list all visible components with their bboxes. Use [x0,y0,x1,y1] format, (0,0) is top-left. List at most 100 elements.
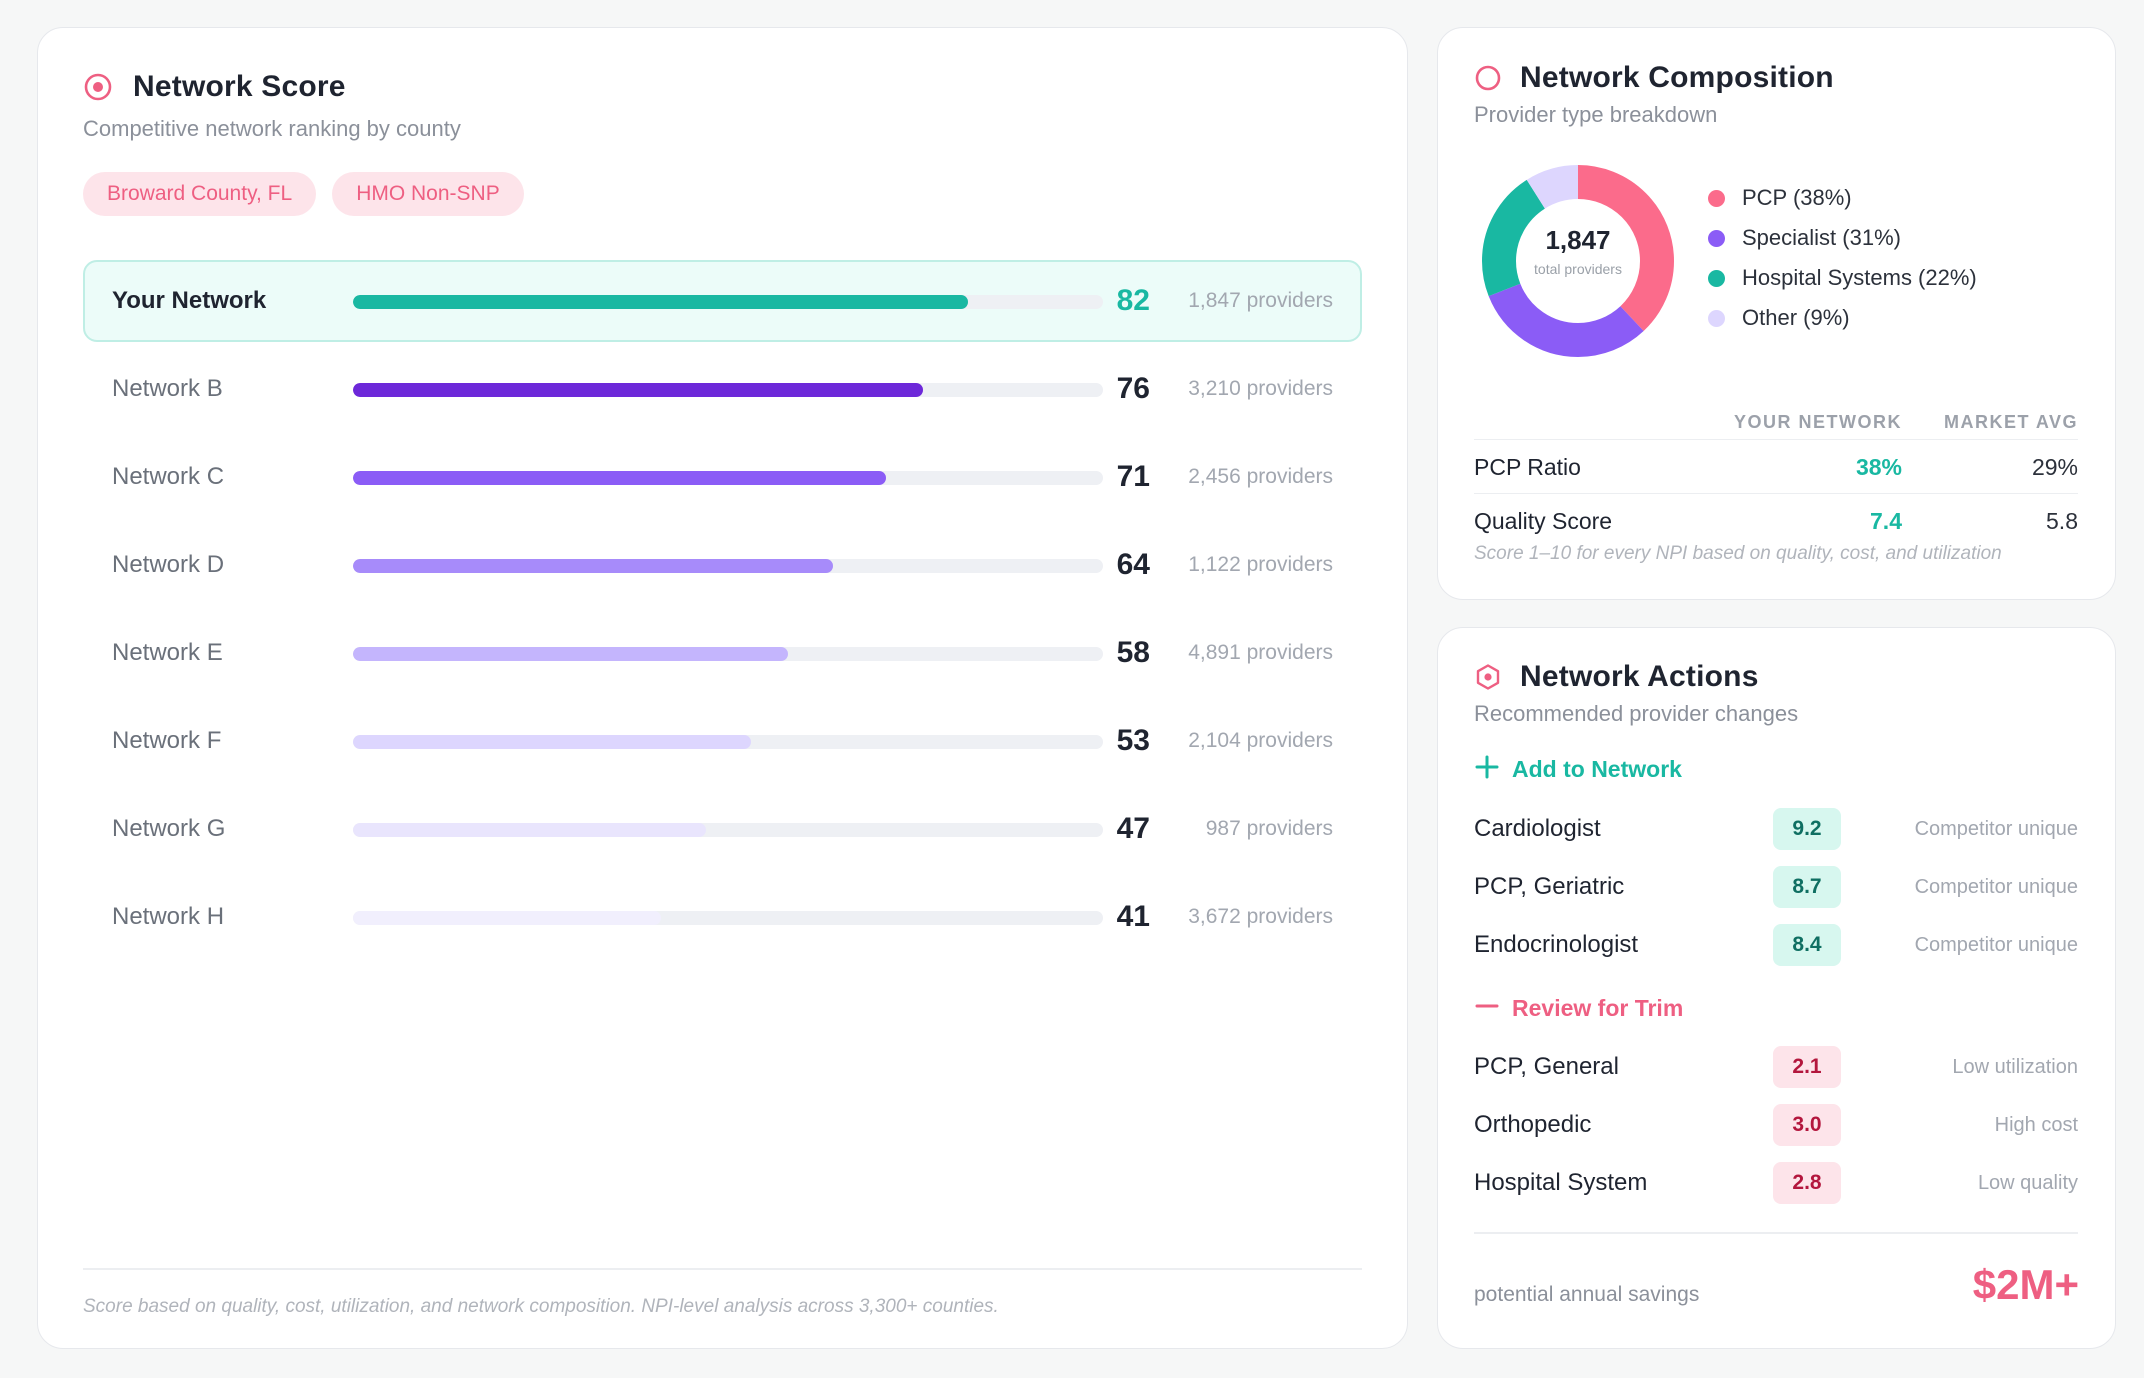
plan-type-tag[interactable]: HMO Non-SNP [332,172,524,216]
score-bar-fill [353,647,788,661]
list-item[interactable]: Endocrinologist 8.4 Competitor unique [1474,916,2078,974]
hexagon-icon [1474,663,1502,691]
network-score-value: 64 [1116,548,1150,581]
provider-type: Endocrinologist [1474,931,1639,958]
network-ranking-list: Your Network 82 1,847 providers Network B 76… [83,260,1362,964]
network-score-value: 82 [1116,284,1150,317]
actions-header: Network Actions [1474,660,1759,694]
add-to-network-section[interactable]: Add to Network [1474,753,1682,785]
metric-label: PCP Ratio [1474,454,1581,480]
provider-type: Orthopedic [1474,1111,1592,1138]
score-bar-fill [353,295,968,309]
list-item[interactable]: Cardiologist 9.2 Competitor unique [1474,800,2078,858]
legend-item: Hospital Systems (22%) [1708,258,1977,298]
network-score-value: 47 [1116,812,1150,845]
legend-label: Specialist (31%) [1742,225,1901,250]
network-score-value: 58 [1116,636,1150,669]
provider-score-badge: 9.2 [1773,808,1841,850]
network-score-header: Network Score [83,70,346,104]
metric-avg: 5.8 [2046,508,2078,534]
network-name: Network D [112,551,225,578]
legend-dot [1708,309,1725,327]
network-row[interactable]: Network E 58 4,891 providers [83,612,1362,694]
provider-donut-chart: 1,847 total providers [1478,161,1678,361]
metric-yours: 7.4 [1870,508,1902,534]
network-actions-card: Network Actions Recommended provider cha… [1437,627,2116,1349]
list-item[interactable]: PCP, General 2.1 Low utilization [1474,1038,2078,1096]
legend-dot [1708,229,1725,247]
composition-legend: PCP (38%) Specialist (31%) Hospital System… [1708,178,1977,338]
review-for-trim-section[interactable]: Review for Trim [1474,992,1683,1024]
comparison-table: YOUR NETWORK MARKET AVG PCP Ratio 38% 29… [1474,388,2078,548]
network-row[interactable]: Network B 76 3,210 providers [83,348,1362,430]
provider-type: Hospital System [1474,1169,1648,1196]
score-bar-fill [353,823,706,837]
plus-icon [1474,753,1500,785]
composition-note: Score 1–10 for every NPI based on qualit… [1474,543,2002,564]
action-reason: Low utilization [1952,1056,2078,1078]
legend-dot [1708,189,1725,207]
composition-title: Network Composition [1520,61,1834,94]
list-item[interactable]: PCP, Geriatric 8.7 Competitor unique [1474,858,2078,916]
review-for-trim-label: Review for Trim [1512,994,1684,1021]
network-score-title: Network Score [133,70,346,103]
network-name: Network F [112,727,222,754]
list-item[interactable]: Hospital System 2.8 Low quality [1474,1154,2078,1212]
network-row[interactable]: Network G 47 987 providers [83,788,1362,870]
score-bar-track [353,383,1103,397]
total-providers-caption: total providers [1534,261,1622,277]
metric-avg: 29% [2031,454,2078,480]
provider-count: 4,891 providers [1188,641,1333,664]
target-icon [83,72,113,102]
actions-subtitle: Recommended provider changes [1474,701,1799,726]
score-bar-track [353,295,1103,309]
your-network-row[interactable]: Your Network 82 1,847 providers [83,260,1362,342]
provider-score-badge: 2.1 [1773,1046,1841,1088]
score-bar-fill [353,383,923,397]
network-name: Network B [112,375,223,402]
county-tag[interactable]: Broward County, FL [83,172,317,216]
provider-count: 1,122 providers [1188,553,1333,576]
provider-type: Cardiologist [1474,815,1601,842]
network-name: Network G [112,815,226,842]
network-score-value: 41 [1116,900,1150,933]
score-bar-fill [353,735,751,749]
network-score-subtitle: Competitive network ranking by county [83,116,461,141]
network-row[interactable]: Network D 64 1,122 providers [83,524,1362,606]
provider-type: PCP, Geriatric [1474,873,1625,900]
donut-center: 1,847 total providers [1478,161,1678,361]
network-row[interactable]: Network F 53 2,104 providers [83,700,1362,782]
score-bar-fill [353,471,886,485]
score-bar-track [353,647,1103,661]
score-bar-track [353,559,1103,573]
provider-count: 3,210 providers [1188,377,1333,400]
composition-header: Network Composition [1474,61,1834,95]
score-bar-track [353,823,1103,837]
comparison-table-header: YOUR NETWORK MARKET AVG [1474,388,2078,440]
table-row: PCP Ratio 38% 29% [1474,440,2078,494]
savings-value: $2M+ [1972,1261,2079,1308]
donut-segment [1482,165,1674,357]
footer-divider [83,1268,1362,1270]
network-score-card: Network Score Competitive network rankin… [37,27,1408,1349]
metric-label: Quality Score [1474,508,1613,534]
list-item[interactable]: Orthopedic 3.0 High cost [1474,1096,2078,1154]
provider-count: 1,847 providers [1188,289,1333,312]
provider-score-badge: 2.8 [1773,1162,1841,1204]
action-reason: Competitor unique [1914,934,2078,956]
network-name: Network E [112,639,223,666]
savings-label: potential annual savings [1474,1283,1700,1306]
legend-item: Specialist (31%) [1708,218,1977,258]
network-row[interactable]: Network C 71 2,456 providers [83,436,1362,518]
score-bar-track [353,471,1103,485]
score-bar-track [353,735,1103,749]
legend-dot [1708,269,1725,287]
total-providers-value: 1,847 [1545,225,1611,255]
table-row: Quality Score 7.4 5.8 [1474,494,2078,548]
network-row[interactable]: Network H 41 3,672 providers [83,876,1362,958]
network-name: Your Network [112,287,267,314]
action-reason: Competitor unique [1914,876,2078,898]
provider-count: 3,672 providers [1188,905,1333,928]
action-reason: Competitor unique [1914,818,2078,840]
trim-provider-list: PCP, General 2.1 Low utilization Orthopedic… [1474,1038,2078,1212]
